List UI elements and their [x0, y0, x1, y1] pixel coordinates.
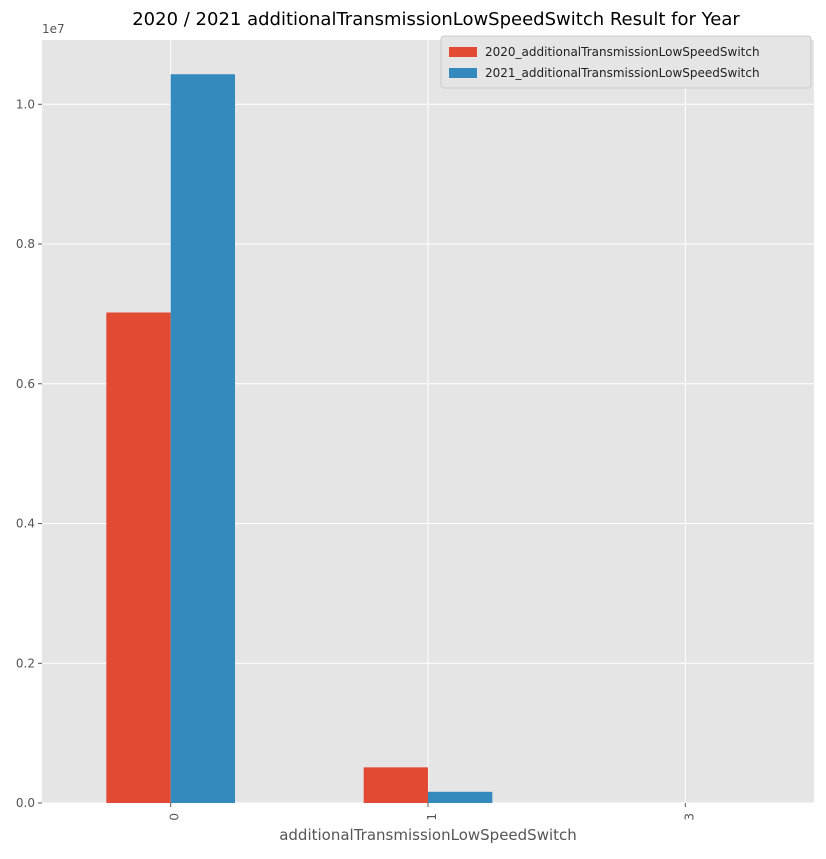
legend-items: 2020_additionalTransmissionLowSpeedSwitc… — [449, 45, 760, 80]
bar-2020-1 — [363, 767, 428, 803]
chart-title: 2020 / 2021 additionalTransmissionLowSpe… — [132, 9, 740, 30]
bar-2020-0 — [106, 312, 171, 803]
x-tick-label: 3 — [682, 813, 696, 821]
y-axis-scale-label: 1e7 — [42, 22, 65, 36]
legend: 2020_additionalTransmissionLowSpeedSwitc… — [440, 35, 812, 89]
x-axis: 0 1 3 — [168, 803, 696, 821]
bar-2021-0 — [170, 74, 235, 803]
bar-2021-1 — [428, 791, 493, 803]
y-tick-label: 0.6 — [16, 377, 35, 391]
legend-box — [440, 35, 812, 89]
bars-layer — [106, 74, 493, 803]
y-tick-label: 0.0 — [16, 796, 35, 810]
legend-label: 2020_additionalTransmissionLowSpeedSwitc… — [485, 45, 760, 59]
y-axis: 0.0 0.2 0.4 0.6 0.8 1.0 — [16, 97, 42, 810]
legend-swatch — [449, 68, 477, 78]
y-tick-label: 0.2 — [16, 656, 35, 670]
legend-label: 2021_additionalTransmissionLowSpeedSwitc… — [485, 66, 760, 80]
x-axis-label: additionalTransmissionLowSpeedSwitch — [279, 826, 577, 844]
y-tick-label: 0.8 — [16, 237, 35, 251]
y-tick-label: 1.0 — [16, 97, 35, 111]
x-tick-label: 1 — [425, 813, 439, 821]
x-tick-label: 0 — [168, 813, 182, 821]
y-tick-label: 0.4 — [16, 517, 35, 531]
legend-swatch — [449, 47, 477, 57]
